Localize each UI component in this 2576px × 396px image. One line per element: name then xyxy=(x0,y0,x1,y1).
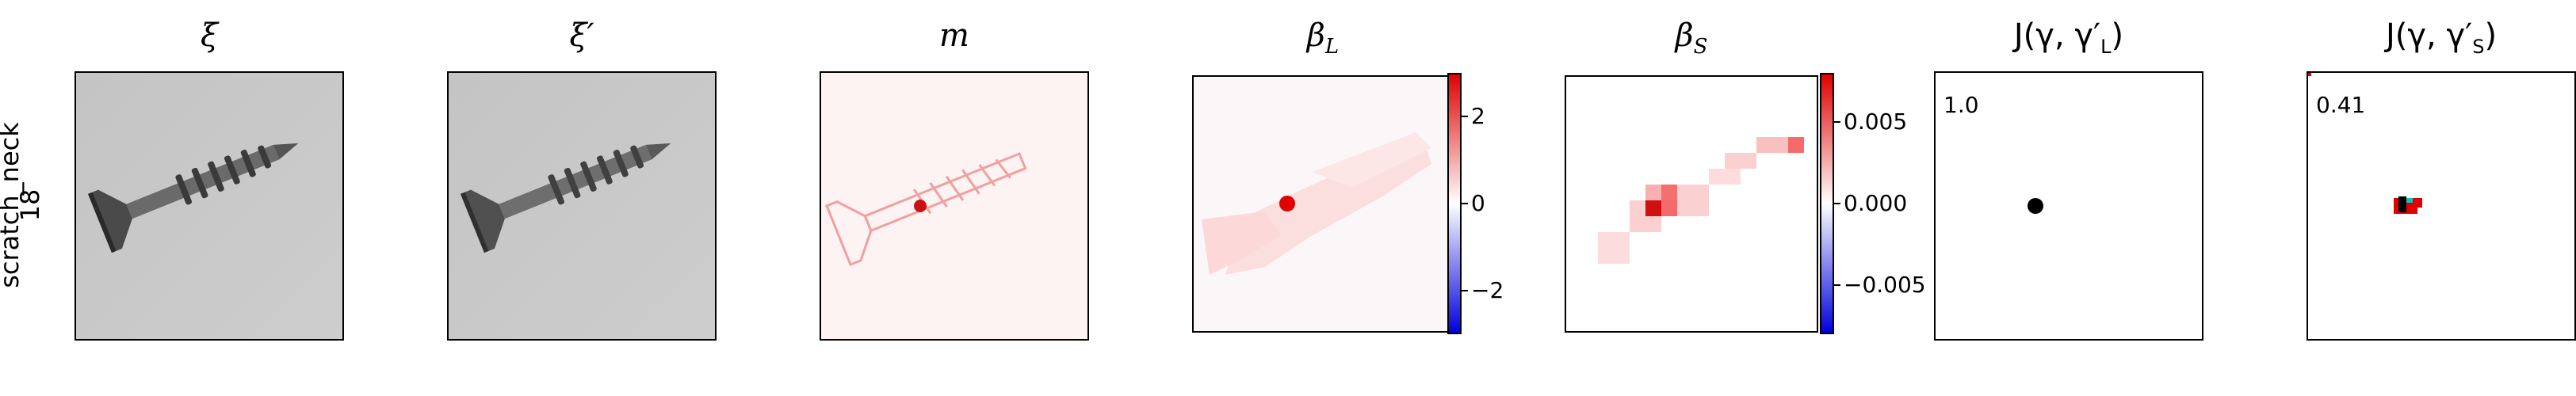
beta-l-heatmap xyxy=(1194,77,1452,331)
screw-image xyxy=(76,73,342,339)
colorbar-l-tick-label: 2 xyxy=(1471,103,1485,129)
panel-title-m: m xyxy=(939,17,969,54)
row-label-index: 18 xyxy=(15,188,45,222)
colorbar-l-tick-label: 0 xyxy=(1471,190,1485,216)
jaccard-l-map xyxy=(1936,73,2202,339)
colorbar-beta-l: 2 0 −2 xyxy=(1447,73,1504,334)
colorbar-s-tickmark xyxy=(1834,284,1840,287)
image-beta-s xyxy=(1565,75,1818,333)
mask-heatmap xyxy=(821,73,1087,339)
beta-s-heatmap xyxy=(1566,77,1817,331)
panel-title-beta-s: βS xyxy=(1675,17,1708,59)
colorbar-beta-s: 0.005 0.000 −0.005 xyxy=(1820,73,1926,334)
image-mask xyxy=(820,71,1089,341)
colorbar-s-tickmark xyxy=(1834,120,1840,123)
colorbar-s-tick-label: 0.005 xyxy=(1844,108,1908,135)
image-xi-prime xyxy=(447,71,717,341)
panel-title-xi: ξ xyxy=(200,17,219,54)
image-jaccard-s: 0.41 xyxy=(2307,71,2576,341)
colorbar-l-tickmark xyxy=(1462,290,1468,291)
screw-image-reconstructed xyxy=(449,73,715,339)
colorbar-s-tickmark xyxy=(1834,203,1840,204)
colorbar-s-tick-label: −0.005 xyxy=(1844,272,1926,299)
row-label: scratch_neck 18 xyxy=(0,71,71,341)
panel-title-beta-l: βL xyxy=(1306,17,1340,59)
jaccard-s-map xyxy=(2308,73,2574,339)
colorbar-l-tickmark xyxy=(1462,203,1468,204)
colorbar-s-tick-label: 0.000 xyxy=(1844,190,1908,216)
jaccard-s-score: 0.41 xyxy=(2316,92,2366,118)
image-xi xyxy=(75,71,344,341)
panel-title-j-l: J(γ, γ′L) xyxy=(2013,17,2124,58)
jaccard-l-score: 1.0 xyxy=(1943,92,1979,118)
panel-title-xi-prime: ξ′ xyxy=(569,17,594,54)
image-beta-l xyxy=(1192,75,1454,333)
colorbar-l-tickmark xyxy=(1462,116,1468,117)
panel-title-j-s: J(γ, γ′S) xyxy=(2385,17,2498,58)
colorbar-l-tick-label: −2 xyxy=(1471,277,1504,303)
image-jaccard-l: 1.0 xyxy=(1934,71,2203,341)
